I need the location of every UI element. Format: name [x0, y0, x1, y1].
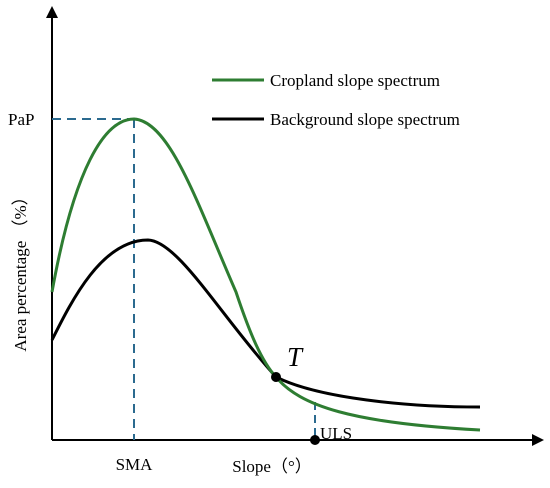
cropland-slope-spectrum-curve	[50, 117, 481, 432]
uls-point	[310, 435, 320, 445]
pap-label: PaP	[8, 110, 34, 129]
legend: Cropland slope spectrum Background slope…	[212, 71, 460, 129]
legend-cropland-label: Cropland slope spectrum	[270, 71, 440, 90]
sma-label: SMA	[116, 455, 154, 474]
intersection-point	[271, 372, 281, 382]
background-slope-spectrum-curve	[50, 238, 481, 409]
uls-label: ULS	[320, 424, 352, 443]
x-axis-title: Slope（°）	[232, 457, 312, 476]
intersection-label: T	[287, 342, 304, 372]
y-axis-title: Area percentage （%）	[11, 188, 30, 351]
legend-background-label: Background slope spectrum	[270, 110, 460, 129]
